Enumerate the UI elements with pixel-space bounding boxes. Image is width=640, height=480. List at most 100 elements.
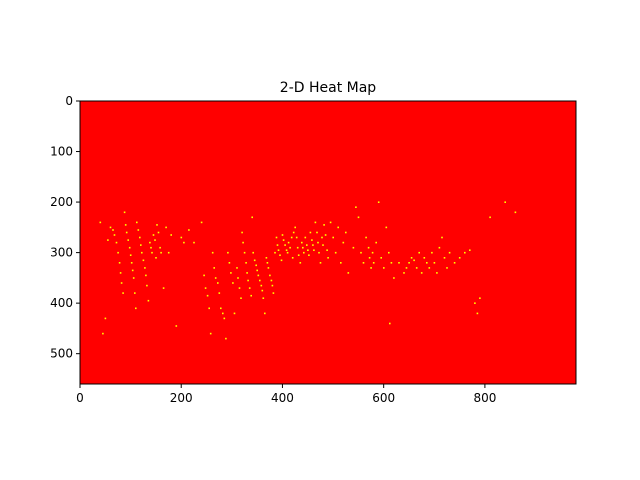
heatmap-cell-19: [130, 262, 133, 264]
heatmap-cell-126: [303, 251, 305, 254]
heatmap-cell-54: [203, 274, 205, 277]
heatmap-cell-189: [438, 246, 441, 249]
heatmap-cell-192: [446, 267, 448, 269]
heatmap-cell-171: [389, 322, 391, 325]
heatmap-cell-145: [327, 257, 329, 259]
heatmap-cell-113: [286, 251, 289, 254]
heatmap-cell-42: [159, 246, 161, 249]
heatmap-cell-6: [113, 234, 116, 236]
heatmap-cell-20: [131, 269, 134, 272]
heatmap-cell-7: [115, 241, 118, 244]
heatmap-cell-118: [292, 231, 295, 234]
heatmap-cell-120: [295, 236, 298, 239]
heatmap-cell-12: [122, 292, 124, 294]
heatmap-cell-173: [393, 277, 395, 279]
heatmap-cell-39: [155, 257, 157, 259]
heatmap-cell-190: [441, 236, 443, 239]
heatmap-cell-88: [255, 264, 257, 267]
heatmap-cell-163: [371, 251, 374, 254]
heatmap-cell-45: [165, 226, 167, 229]
heatmap-cell-180: [415, 267, 418, 269]
heatmap-cell-51: [188, 229, 190, 231]
heatmap-cell-3: [107, 239, 109, 241]
heatmap-cell-77: [241, 231, 243, 234]
heatmap-cell-95: [264, 312, 266, 315]
heatmap-cell-175: [403, 272, 405, 274]
heatmap-cell-15: [125, 231, 128, 234]
heatmap-cell-28: [141, 251, 143, 254]
heatmap-cell-11: [120, 282, 123, 284]
y-tick-label-4: 400: [50, 296, 73, 310]
heatmap-cell-183: [423, 257, 426, 259]
heatmap-cell-53: [200, 221, 203, 224]
heatmap-cell-34: [149, 241, 151, 244]
x-tick-label-0: 0: [76, 391, 84, 405]
heatmap-cell-70: [230, 272, 232, 274]
heatmap-cell-87: [253, 259, 256, 262]
heatmap-cell-168: [383, 267, 385, 269]
heatmap-cell-55: [204, 287, 207, 289]
heatmap-cell-35: [150, 246, 152, 249]
heatmap-cell-84: [250, 294, 252, 297]
heatmap-cell-38: [154, 239, 156, 241]
y-tick-label-5: 500: [50, 347, 73, 361]
heatmap-cell-125: [302, 246, 304, 249]
x-tick-label-1: 200: [170, 391, 193, 405]
heatmap-cell-160: [367, 246, 370, 249]
heatmap-cell-102: [272, 292, 275, 294]
heatmap-cell-18: [129, 254, 132, 256]
heatmap-cell-13: [123, 211, 126, 214]
heatmap-cell-37: [152, 234, 155, 236]
heatmap-cell-23: [135, 307, 137, 310]
x-axis: 0 200 400 600 800: [76, 384, 496, 405]
heatmap-cell-194: [453, 262, 456, 264]
heatmap-cell-138: [318, 251, 320, 254]
heatmap-cell-94: [262, 297, 265, 299]
heatmap-cell-68: [227, 251, 229, 254]
heatmap-cell-198: [474, 302, 476, 304]
heatmap-cell-157: [360, 251, 362, 254]
heatmap-cell-71: [232, 282, 234, 284]
heatmap-cell-201: [489, 216, 491, 219]
heatmap-cell-136: [316, 231, 318, 234]
heatmap-cell-166: [377, 201, 380, 203]
heatmap-cell-153: [347, 272, 350, 274]
heatmap-cell-92: [260, 284, 263, 287]
heatmap-cell-61: [214, 277, 217, 279]
heatmap-cell-172: [390, 262, 393, 264]
heatmap-cell-14: [124, 224, 127, 226]
heatmap-cell-101: [271, 284, 274, 287]
heatmap-cell-117: [291, 257, 294, 259]
heatmap-cell-123: [299, 262, 302, 264]
heatmap-cell-83: [248, 287, 251, 289]
heatmap-cell-122: [297, 254, 300, 256]
heatmap-cell-78: [242, 241, 244, 244]
heatmap-cell-115: [289, 246, 291, 249]
heatmap-cell-174: [398, 262, 400, 264]
heatmap-cell-182: [420, 272, 423, 274]
heatmap-background: [80, 101, 576, 384]
heatmap-cell-2: [104, 317, 107, 320]
heatmap-cell-21: [132, 277, 135, 279]
heatmap-cell-178: [410, 257, 413, 259]
heatmap-cell-79: [243, 251, 246, 254]
heatmap-cell-161: [368, 257, 371, 259]
heatmap-cell-69: [228, 262, 231, 264]
heatmap-cell-50: [183, 241, 185, 244]
heatmap-cell-17: [128, 246, 131, 249]
heatmap-cell-147: [332, 236, 334, 239]
heatmap-cell-98: [267, 267, 270, 269]
heatmap-cell-97: [266, 262, 269, 264]
heatmap-cell-0: [99, 221, 102, 224]
heatmap-cell-63: [218, 292, 221, 294]
heatmap-cell-33: [147, 299, 150, 302]
heatmap-cell-22: [134, 292, 136, 294]
heatmap-cell-144: [326, 249, 328, 251]
heatmap-cell-90: [257, 274, 260, 277]
heatmap-cell-56: [206, 294, 209, 297]
heatmap-cell-75: [238, 287, 241, 289]
x-tick-label-3: 600: [372, 391, 395, 405]
heatmap-cell-143: [324, 234, 327, 236]
heatmap-cell-24: [136, 221, 138, 224]
